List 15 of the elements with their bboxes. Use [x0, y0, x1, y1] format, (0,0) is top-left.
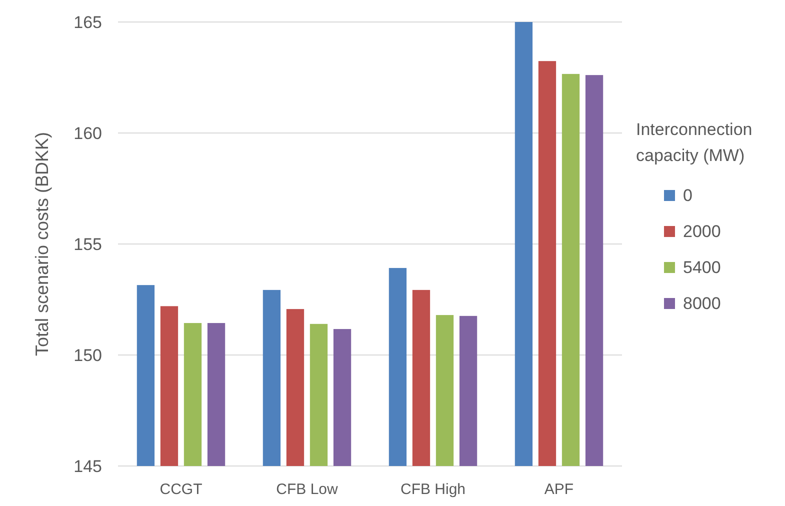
y-tick-label: 155: [74, 234, 102, 254]
legend-title: Interconnection capacity (MW): [636, 120, 752, 165]
y-tick-label: 160: [74, 124, 102, 143]
x-tick-label: CCGT: [160, 481, 202, 498]
x-tick-label: CFB High: [400, 481, 466, 498]
y-axis-title: Total scenario costs (BDKK): [32, 132, 52, 356]
y-tick-label: 145: [74, 456, 102, 476]
legend-label: 2000: [683, 222, 721, 241]
x-tick-label: CFB Low: [276, 481, 338, 498]
legend-label: 0: [683, 186, 692, 205]
y-tick-label: 150: [74, 346, 102, 365]
legend-label: 5400: [683, 258, 721, 277]
y-tick-label: 165: [74, 12, 102, 32]
legend-label: 8000: [683, 294, 721, 313]
x-tick-label: APF: [544, 481, 574, 498]
